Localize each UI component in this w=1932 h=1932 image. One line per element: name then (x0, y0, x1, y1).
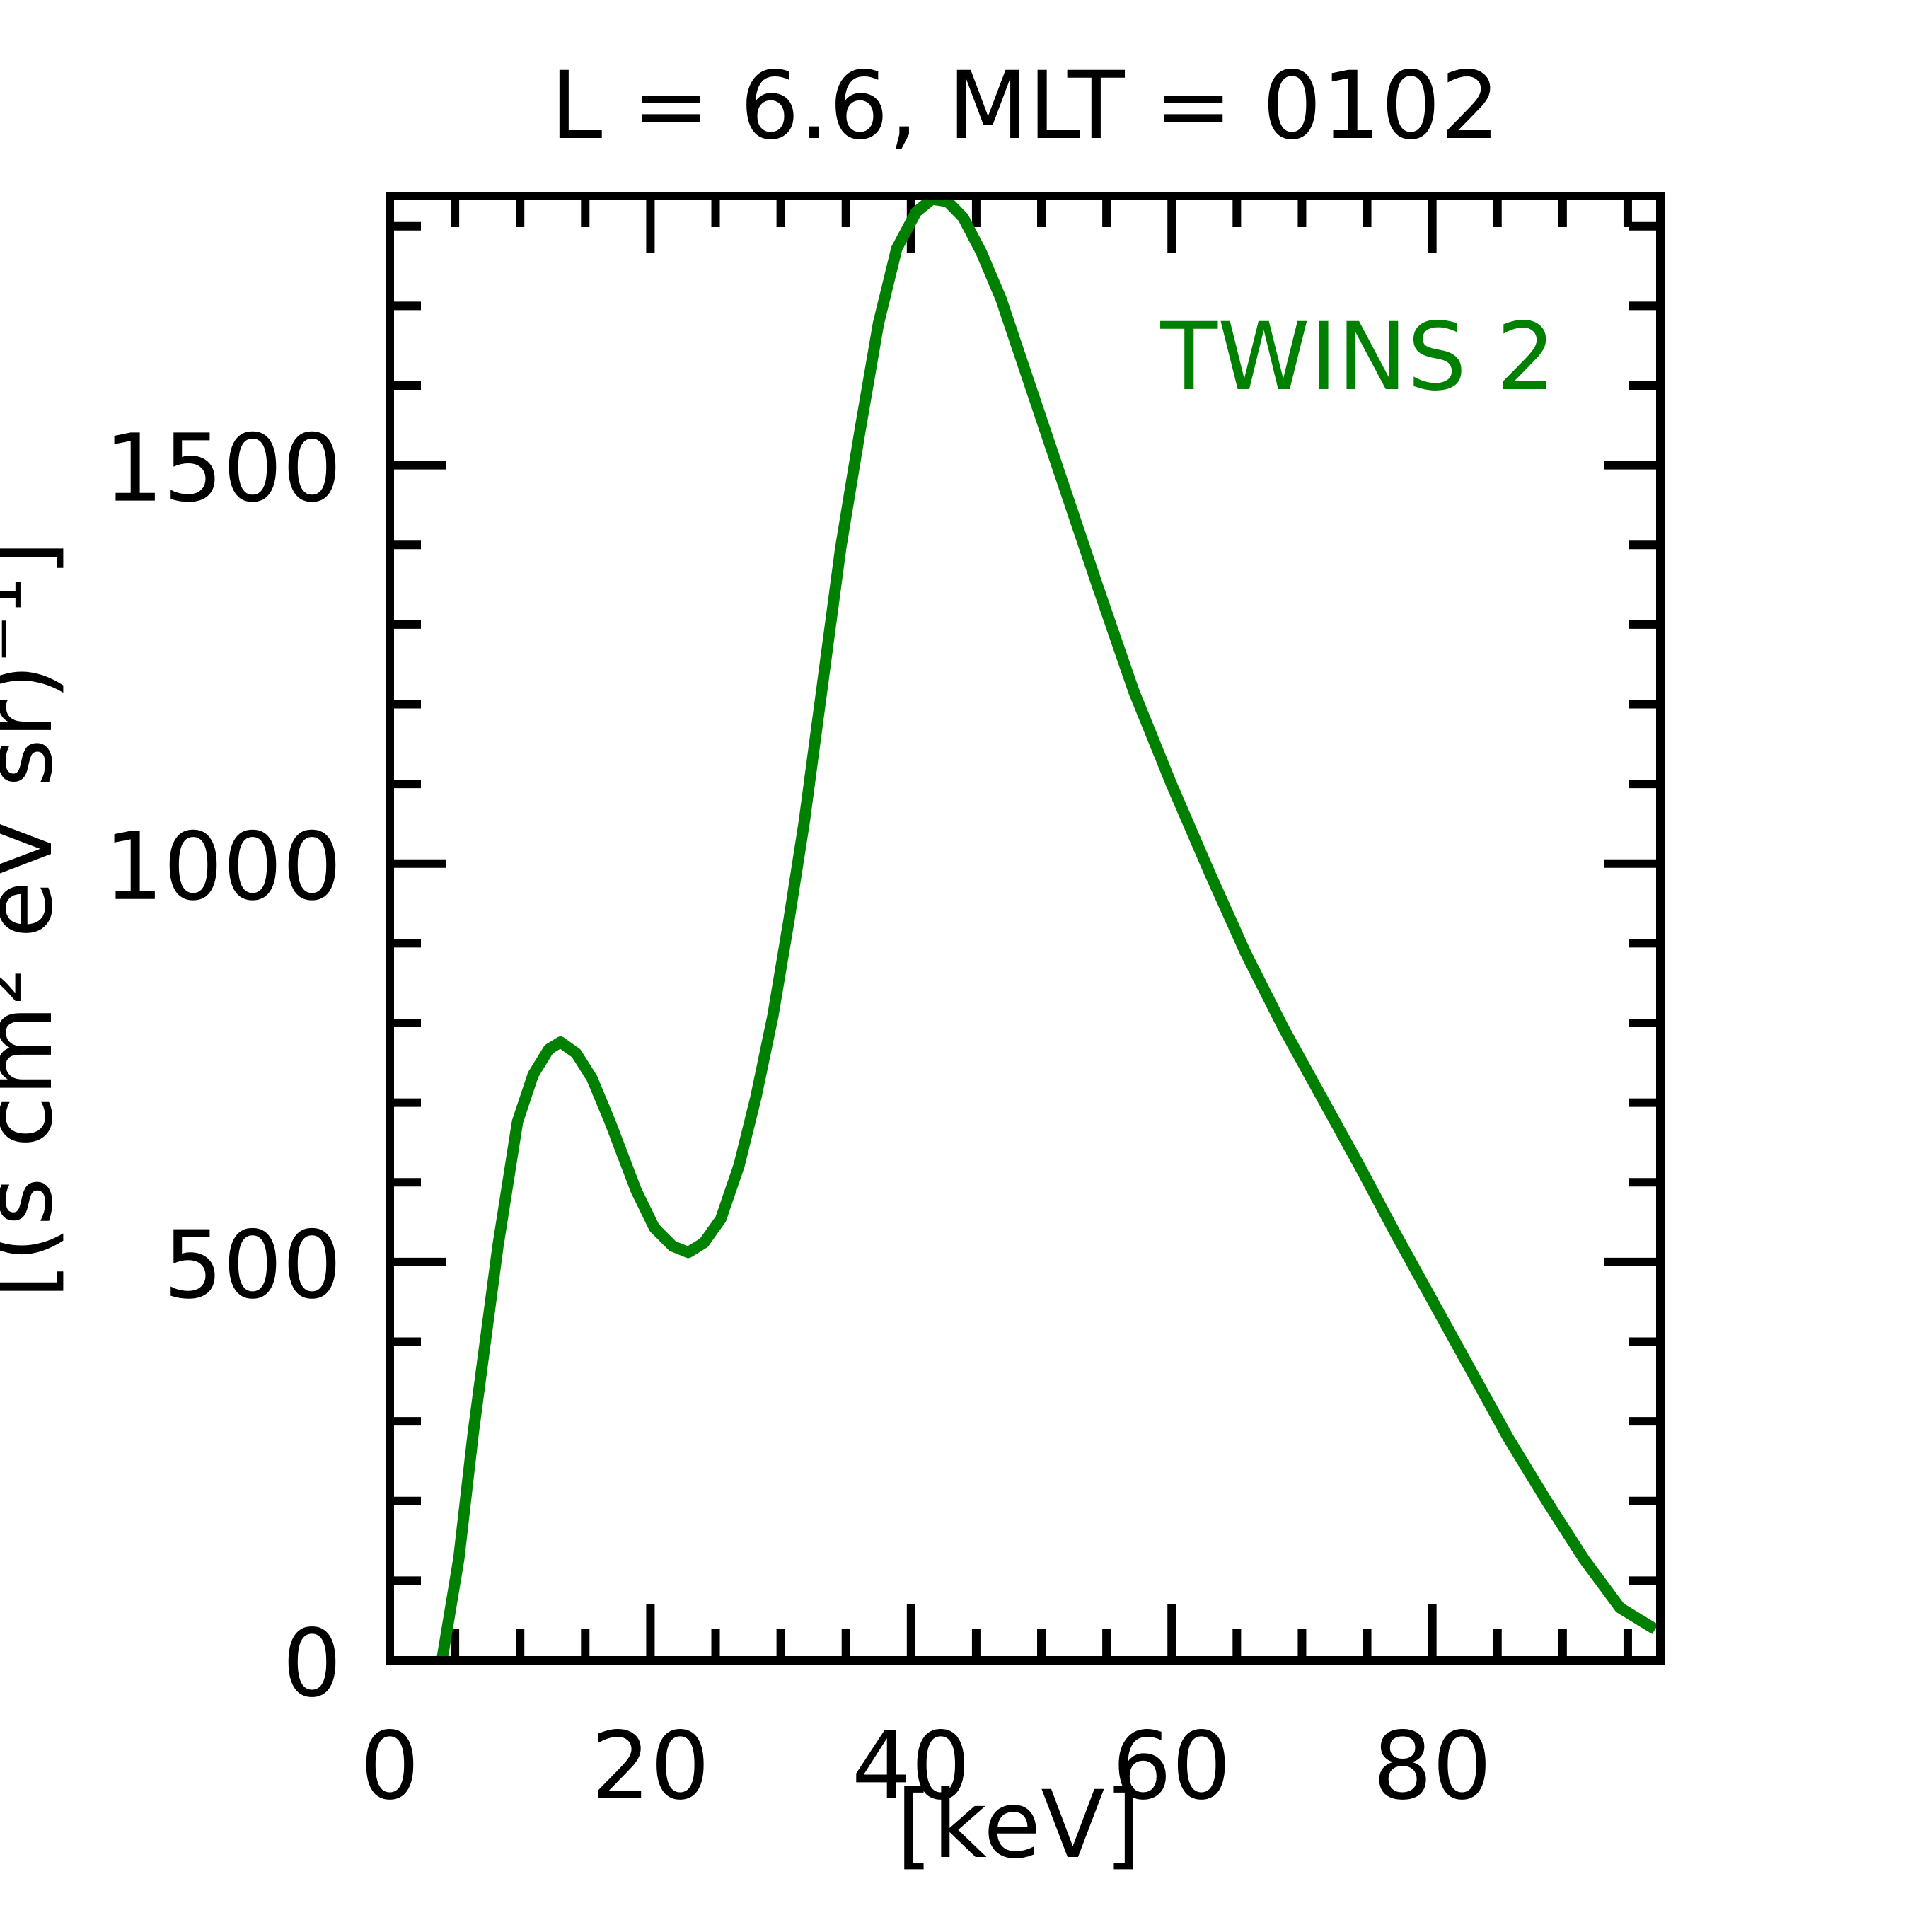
x-tick-label: 40 (852, 1712, 971, 1821)
y-tick-label: 500 (163, 1211, 342, 1320)
y-tick-label: 1000 (104, 813, 342, 922)
data-line (436, 193, 1658, 1662)
x-tick-label: 0 (360, 1712, 420, 1821)
x-tick-label: 80 (1373, 1712, 1492, 1821)
chart-title: L = 6.6, MLT = 0102 (550, 52, 1500, 161)
plot-frame (386, 192, 1665, 1665)
legend-label: TWINS 2 (1159, 303, 1556, 412)
y-tick-label: 0 (282, 1609, 342, 1718)
y-axis-label: [(s cm² eV sr)⁻¹] (0, 540, 74, 1299)
y-tick-label: 1500 (104, 415, 342, 524)
x-tick-label: 20 (591, 1712, 710, 1821)
x-axis-label: [keV] (896, 1771, 1141, 1880)
x-tick-label: 60 (1112, 1712, 1231, 1821)
